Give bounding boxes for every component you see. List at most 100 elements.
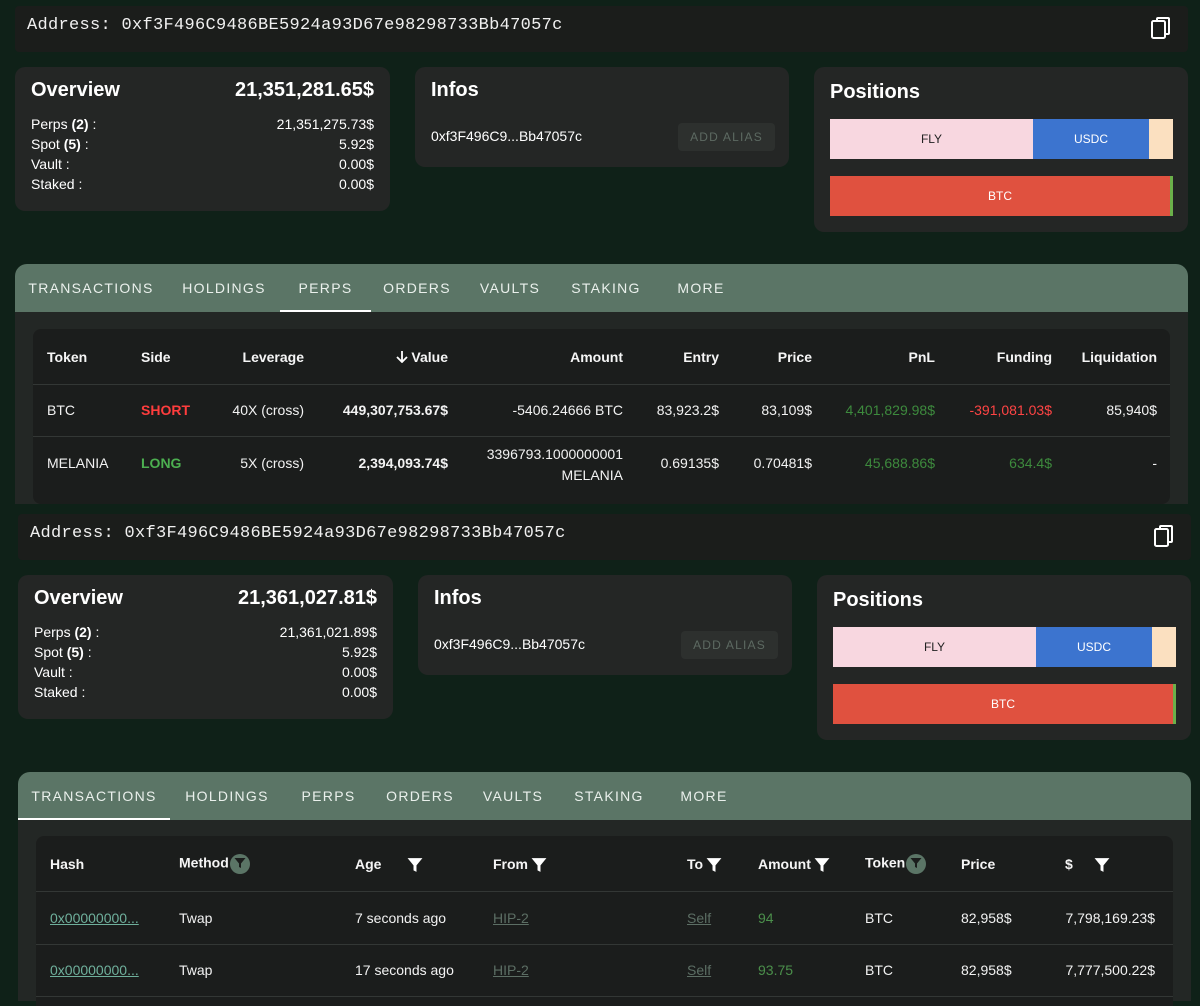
- overview-title: Overview: [31, 79, 120, 101]
- col-header-price[interactable]: Price: [961, 856, 996, 872]
- infos-card: Infos 0xf3F496C9...Bb47057c ADD ALIAS: [418, 575, 792, 675]
- col-header-price[interactable]: Price: [777, 349, 812, 365]
- position-segment-other[interactable]: [1152, 627, 1176, 667]
- col-header-amount[interactable]: Amount: [570, 349, 623, 365]
- col-header-usd[interactable]: $: [1065, 856, 1110, 873]
- positions-card: Positions FLY USDC BTC: [817, 575, 1191, 740]
- perps-count: (2): [74, 624, 92, 640]
- row-entry: 83,923.2$: [656, 402, 719, 418]
- position-segment-usdc[interactable]: USDC: [1033, 119, 1149, 159]
- infos-short-address: 0xf3F496C9...Bb47057c: [434, 636, 585, 652]
- position-segment-btc[interactable]: BTC: [833, 684, 1173, 724]
- filter-icon[interactable]: [407, 857, 423, 873]
- tab-holdings[interactable]: HOLDINGS: [185, 788, 269, 804]
- col-header-liquidation[interactable]: Liquidation: [1081, 349, 1157, 365]
- tab-perps[interactable]: PERPS: [280, 264, 371, 312]
- col-header-token[interactable]: Token: [865, 854, 927, 874]
- position-segment-other-perp[interactable]: [1173, 684, 1176, 724]
- col-header-leverage[interactable]: Leverage: [242, 349, 304, 365]
- address-label: Address:: [27, 16, 112, 35]
- overview-card: Overview 21,361,027.81$ Perps (2) : 21,3…: [18, 575, 393, 719]
- col-header-hash[interactable]: Hash: [50, 856, 85, 872]
- position-segment-fly[interactable]: FLY: [830, 119, 1033, 159]
- col-header-pnl[interactable]: PnL: [908, 349, 935, 365]
- col-header-side[interactable]: Side: [141, 349, 171, 365]
- from-header-label: From: [493, 856, 528, 872]
- perps-label: Perps: [31, 116, 68, 132]
- col-header-from[interactable]: From: [493, 856, 547, 873]
- vault-value: 0.00$: [341, 664, 377, 680]
- row-amount: -5406.24666 BTC: [512, 402, 623, 418]
- tab-holdings[interactable]: HOLDINGS: [182, 280, 266, 296]
- age-header-label: Age: [355, 856, 382, 872]
- staked-label: Staked :: [34, 684, 86, 700]
- tab-perps[interactable]: PERPS: [301, 788, 356, 804]
- col-header-amount[interactable]: Amount: [758, 856, 830, 873]
- amount-header-label: Amount: [758, 856, 811, 872]
- col-header-entry[interactable]: Entry: [683, 349, 719, 365]
- to-header-label: To: [687, 856, 704, 872]
- row-hash-link[interactable]: 0x00000000...: [50, 962, 139, 978]
- row-to-link[interactable]: Self: [687, 962, 712, 978]
- col-header-to[interactable]: To: [687, 856, 722, 873]
- transactions-table: Hash Method Age From To Amount Token Pri…: [36, 836, 1173, 1006]
- transactions-panel: Hash Method Age From To Amount Token Pri…: [18, 820, 1191, 1006]
- spot-value: 5.92$: [338, 136, 374, 152]
- col-header-age[interactable]: Age: [355, 856, 423, 873]
- tab-staking[interactable]: STAKING: [571, 280, 641, 296]
- row-to-link[interactable]: Self: [687, 910, 712, 926]
- divider: [36, 944, 1173, 945]
- infos-short-address: 0xf3F496C9...Bb47057c: [431, 128, 582, 144]
- staked-value: 0.00$: [341, 684, 377, 700]
- filter-icon[interactable]: [1094, 857, 1110, 873]
- row-amount: 93.75: [758, 962, 794, 978]
- tab-transactions[interactable]: TRANSACTIONS: [28, 280, 154, 296]
- col-header-method[interactable]: Method: [179, 854, 250, 874]
- filter-icon[interactable]: [706, 857, 722, 873]
- filter-icon[interactable]: [531, 857, 547, 873]
- tab-orders[interactable]: ORDERS: [383, 280, 451, 296]
- filter-icon[interactable]: [906, 854, 927, 874]
- row-from-link[interactable]: HIP-2: [493, 910, 529, 926]
- divider: [36, 996, 1173, 997]
- perp-positions-bar: BTC: [833, 684, 1176, 724]
- position-segment-usdc[interactable]: USDC: [1036, 627, 1152, 667]
- tab-vaults[interactable]: VAULTS: [482, 788, 544, 804]
- row-from-link[interactable]: HIP-2: [493, 962, 529, 978]
- overview-staked-row: Staked : 0.00$: [31, 176, 374, 196]
- add-alias-button[interactable]: ADD ALIAS: [681, 631, 778, 659]
- row-hash-link[interactable]: 0x00000000...: [50, 910, 139, 926]
- perp-positions-bar: BTC: [830, 176, 1173, 216]
- row-amount-line1: 3396793.1000000001: [486, 446, 623, 462]
- address-text: Address: 0xf3F496C9486BE5924a93D67e98298…: [27, 16, 563, 35]
- row-leverage: 5X (cross): [240, 455, 304, 471]
- copy-icon[interactable]: [1150, 16, 1174, 42]
- position-segment-other-perp[interactable]: [1170, 176, 1173, 216]
- tab-staking[interactable]: STAKING: [574, 788, 644, 804]
- tab-vaults[interactable]: VAULTS: [479, 280, 541, 296]
- filter-icon[interactable]: [229, 854, 250, 874]
- overview-perps-row: Perps (2) : 21,351,275.73$: [31, 116, 374, 132]
- position-segment-other[interactable]: [1149, 119, 1173, 159]
- tab-transactions[interactable]: TRANSACTIONS: [18, 772, 170, 820]
- address-label: Address:: [30, 524, 115, 543]
- filter-icon[interactable]: [814, 857, 830, 873]
- perps-table: Token Side Leverage Value Amount Entry P…: [33, 329, 1170, 504]
- col-header-token[interactable]: Token: [47, 349, 88, 365]
- position-segment-fly[interactable]: FLY: [833, 627, 1036, 667]
- copy-icon[interactable]: [1153, 524, 1177, 550]
- col-header-value[interactable]: Value: [395, 349, 448, 365]
- row-age: 7 seconds ago: [355, 910, 447, 926]
- row-pnl: 45,688.86$: [864, 455, 935, 471]
- col-header-funding[interactable]: Funding: [996, 349, 1052, 365]
- position-segment-btc[interactable]: BTC: [830, 176, 1170, 216]
- tabs-bar: TRANSACTIONS HOLDINGS PERPS ORDERS VAULT…: [18, 772, 1191, 820]
- usd-header-label: $: [1065, 856, 1073, 872]
- add-alias-button[interactable]: ADD ALIAS: [678, 123, 775, 151]
- divider: [33, 436, 1170, 437]
- row-amount: 3396793.1000000001 MELANIA: [487, 444, 623, 486]
- tab-orders[interactable]: ORDERS: [386, 788, 454, 804]
- tab-more[interactable]: MORE: [680, 788, 728, 804]
- address-value: 0xf3F496C9486BE5924a93D67e98298733Bb4705…: [121, 16, 563, 35]
- tab-more[interactable]: MORE: [677, 280, 725, 296]
